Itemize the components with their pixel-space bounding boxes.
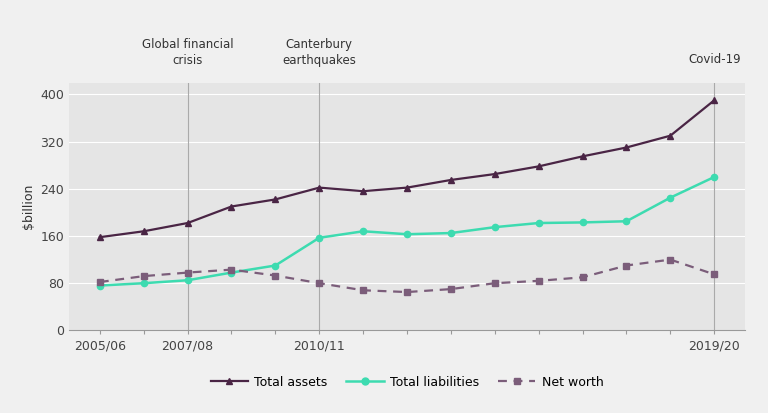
Legend: Total assets, Total liabilities, Net worth: Total assets, Total liabilities, Net wor… [206,370,608,394]
Y-axis label: $billion: $billion [22,184,35,229]
Text: Global financial
crisis: Global financial crisis [142,38,233,67]
Text: Canterbury
earthquakes: Canterbury earthquakes [283,38,356,67]
Text: Covid-19: Covid-19 [688,53,740,66]
